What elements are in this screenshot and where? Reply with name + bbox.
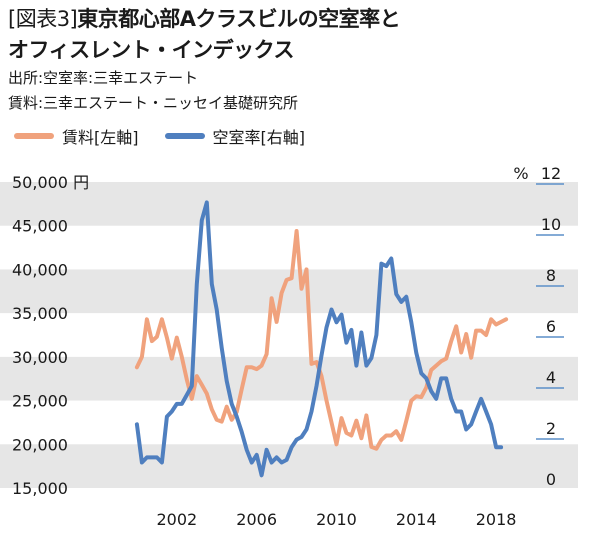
right-tick-label: 8 (546, 266, 556, 285)
chart-title-line2: オフィスレント・インデックス (8, 38, 294, 62)
legend-item-rent: 賃料[左軸] (14, 124, 139, 148)
legend-label-rent: 賃料[左軸] (62, 128, 139, 147)
grid-band (0, 356, 578, 401)
right-tick-label: 4 (546, 368, 556, 387)
source-line-vacancy: 出所:空室率:三幸エステート (8, 69, 199, 87)
legend-item-vacancy: 空室率[右軸] (164, 124, 306, 148)
grid-band (0, 269, 578, 314)
legend-label-vacancy: 空室率[右軸] (212, 128, 306, 147)
left-tick-label: 50,000 円 (12, 173, 89, 192)
x-tick-label: 2018 (476, 510, 517, 529)
left-tick-label: 20,000 (12, 435, 68, 454)
right-tick-label: 6 (546, 317, 556, 336)
left-tick-label: 35,000 (12, 304, 68, 323)
right-tick-label: 10 (541, 215, 561, 234)
left-tick-label: 15,000 (12, 479, 68, 498)
left-tick-label: 30,000 (12, 348, 68, 367)
figure-label: [図表3] (8, 7, 78, 31)
right-tick-label: 2 (546, 419, 556, 438)
left-tick-label: 25,000 (12, 392, 68, 411)
right-tick-label: 0 (546, 470, 556, 489)
right-axis-unit: % (513, 164, 528, 183)
legend-swatch-vacancy (164, 133, 205, 139)
x-tick-label: 2002 (156, 510, 197, 529)
vacancy-series-line (134, 200, 504, 478)
x-tick-label: 2014 (396, 510, 437, 529)
right-tick-label: 12 (541, 164, 561, 183)
legend-swatch-rent (14, 133, 54, 139)
title-text: 東京都心部Aクラスビルの空室率と (77, 7, 401, 31)
legend: 賃料[左軸] 空室率[右軸] (14, 124, 331, 148)
rent-series-line (134, 229, 509, 451)
x-tick-label: 2006 (236, 510, 277, 529)
left-tick-label: 40,000 (12, 260, 68, 279)
x-tick-label: 2010 (316, 510, 357, 529)
source-line-rent: 賃料:三幸エステート・ニッセイ基礎研究所 (8, 94, 299, 112)
chart-title-line1: [図表3]東京都心部Aクラスビルの空室率と (8, 4, 401, 34)
grid-band (0, 182, 578, 226)
left-tick-label: 45,000 (12, 217, 68, 236)
